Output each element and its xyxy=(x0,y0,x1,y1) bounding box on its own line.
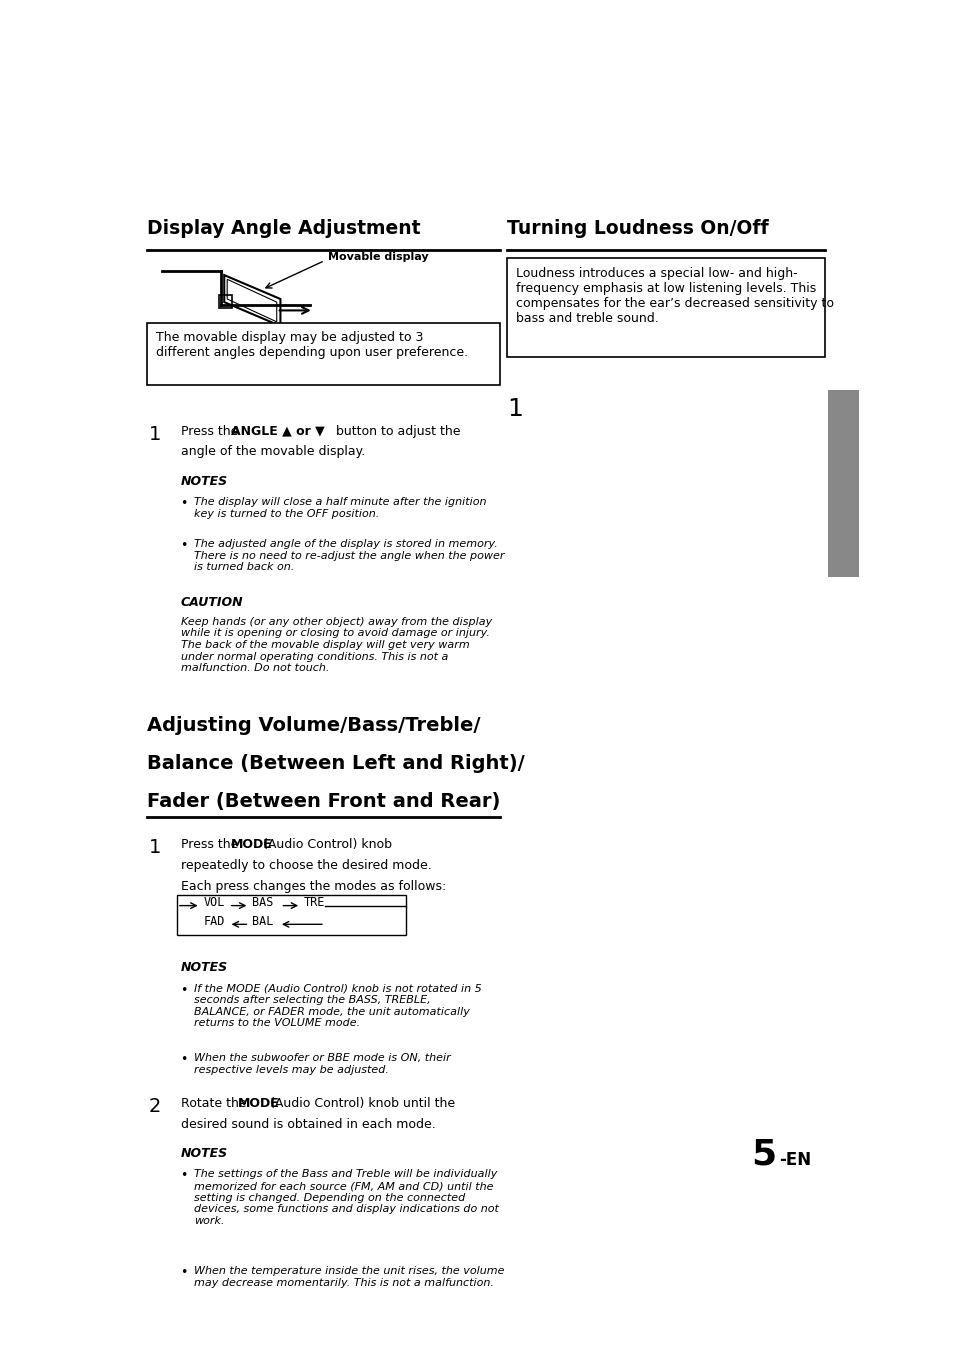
Text: 1: 1 xyxy=(507,397,523,421)
Text: Press the: Press the xyxy=(180,425,242,437)
Text: ANGLE ▲ or ▼: ANGLE ▲ or ▼ xyxy=(231,425,324,437)
Text: The display will close a half minute after the ignition
key is turned to the OFF: The display will close a half minute aft… xyxy=(193,498,486,519)
Bar xyxy=(176,896,406,935)
Text: 2: 2 xyxy=(149,1097,161,1116)
Text: Keep hands (or any other object) away from the display
while it is opening or cl: Keep hands (or any other object) away fr… xyxy=(180,616,492,673)
Text: The movable display may be adjusted to 3
different angles depending upon user pr: The movable display may be adjusted to 3… xyxy=(156,332,468,359)
Text: BAL: BAL xyxy=(252,915,274,928)
Text: Movable display: Movable display xyxy=(328,252,429,262)
Text: (Audio Control) knob: (Audio Control) knob xyxy=(258,838,392,851)
Text: Balance (Between Left and Right)/: Balance (Between Left and Right)/ xyxy=(147,754,524,773)
Text: •: • xyxy=(180,1267,188,1279)
Text: •: • xyxy=(180,540,188,552)
Text: FAD: FAD xyxy=(203,915,225,928)
Text: repeatedly to choose the desired mode.: repeatedly to choose the desired mode. xyxy=(180,859,431,871)
Bar xyxy=(826,390,858,577)
Text: Adjusting Volume/Bass/Treble/: Adjusting Volume/Bass/Treble/ xyxy=(147,715,480,734)
Text: If the MODE (Audio Control) knob is not rotated in 5
seconds after selecting the: If the MODE (Audio Control) knob is not … xyxy=(193,983,481,1028)
Text: The adjusted angle of the display is stored in memory.
There is no need to re-ad: The adjusted angle of the display is sto… xyxy=(193,540,504,572)
Text: NOTES: NOTES xyxy=(180,475,228,487)
Text: The settings of the Bass and Treble will be individually
memorized for each sour: The settings of the Bass and Treble will… xyxy=(193,1170,498,1226)
Text: Rotate the: Rotate the xyxy=(180,1097,250,1110)
Text: •: • xyxy=(180,983,188,997)
Text: NOTES: NOTES xyxy=(180,1147,228,1160)
Text: When the subwoofer or BBE mode is ON, their
respective levels may be adjusted.: When the subwoofer or BBE mode is ON, th… xyxy=(193,1054,450,1075)
Text: angle of the movable display.: angle of the movable display. xyxy=(180,445,364,459)
Text: Turning Loudness On/Off: Turning Loudness On/Off xyxy=(507,219,768,237)
Text: -EN: -EN xyxy=(779,1152,811,1170)
Text: Fader (Between Front and Rear): Fader (Between Front and Rear) xyxy=(147,792,500,811)
Text: 1: 1 xyxy=(149,838,161,857)
Text: VOL: VOL xyxy=(203,896,225,909)
Text: •: • xyxy=(180,1170,188,1183)
Text: TRE: TRE xyxy=(304,896,325,909)
Text: desired sound is obtained in each mode.: desired sound is obtained in each mode. xyxy=(180,1117,435,1130)
Text: 1: 1 xyxy=(149,425,161,444)
Text: Display Angle Adjustment: Display Angle Adjustment xyxy=(147,219,420,237)
Text: button to adjust the: button to adjust the xyxy=(332,425,460,437)
Text: When the temperature inside the unit rises, the volume
may decrease momentarily.: When the temperature inside the unit ris… xyxy=(193,1267,504,1288)
Bar xyxy=(147,322,499,386)
Text: MODE: MODE xyxy=(231,838,273,851)
Text: (Audio Control) knob until the: (Audio Control) knob until the xyxy=(266,1097,455,1110)
Text: BAS: BAS xyxy=(252,896,274,909)
Text: NOTES: NOTES xyxy=(180,960,228,974)
Text: Press the: Press the xyxy=(180,838,242,851)
Text: MODE: MODE xyxy=(238,1097,280,1110)
Text: •: • xyxy=(180,498,188,510)
Text: Each press changes the modes as follows:: Each press changes the modes as follows: xyxy=(180,880,445,893)
Text: CAUTION: CAUTION xyxy=(180,596,243,608)
Text: •: • xyxy=(180,1054,188,1066)
Bar xyxy=(507,259,824,357)
Text: 5: 5 xyxy=(751,1137,776,1171)
Text: Loudness introduces a special low- and high-
frequency emphasis at low listening: Loudness introduces a special low- and h… xyxy=(516,267,834,325)
